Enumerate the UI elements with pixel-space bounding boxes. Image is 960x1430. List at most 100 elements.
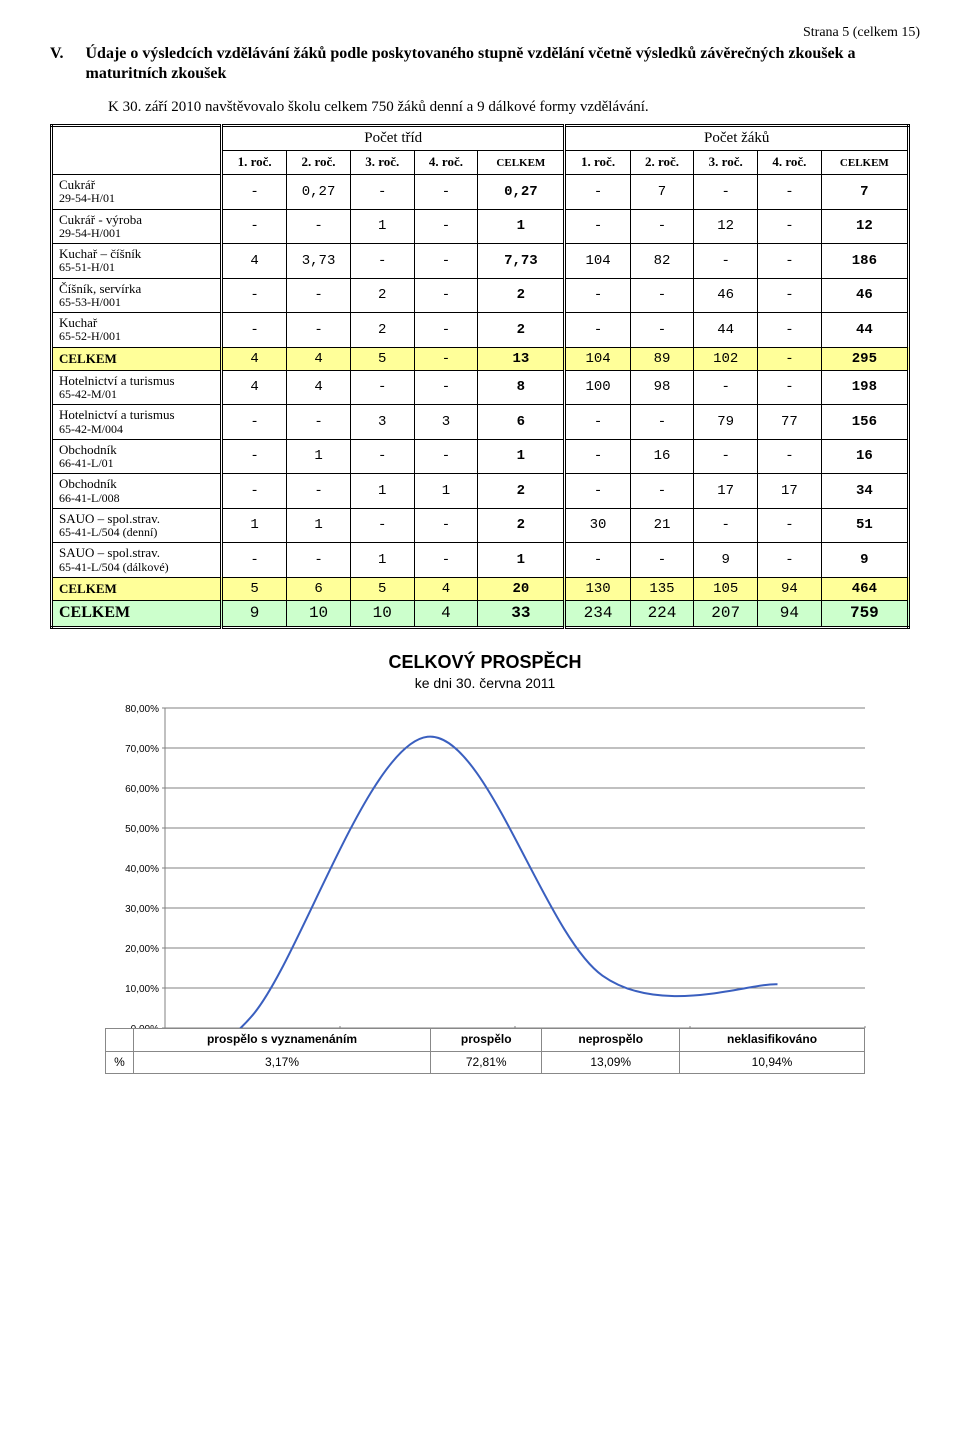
cell: -: [287, 209, 351, 243]
cell: 135: [630, 577, 694, 600]
cell: -: [758, 175, 822, 209]
svg-text:60,00%: 60,00%: [125, 784, 159, 795]
cell: 10: [350, 600, 414, 627]
cell: 207: [694, 600, 758, 627]
cell: 9: [222, 600, 287, 627]
cell: 8: [478, 370, 565, 404]
cell: 4: [287, 347, 351, 370]
cell: 98: [630, 370, 694, 404]
cell: 7: [630, 175, 694, 209]
series-label: %: [106, 1051, 134, 1074]
intro-line: K 30. září 2010 navštěvovalo školu celke…: [108, 98, 920, 118]
cell: 9: [694, 543, 758, 577]
table-row: Číšník, servírka65-53-H/001--2-2--46-46: [52, 278, 909, 312]
cell: 4: [414, 600, 478, 627]
table-row: Cukrář - výroba29-54-H/001--1-1--12-12: [52, 209, 909, 243]
cell: -: [565, 175, 630, 209]
cell: 5: [350, 347, 414, 370]
row-label: CELKEM: [52, 600, 222, 627]
row-label: Obchodník66-41-L/01: [52, 439, 222, 473]
table-row: CELKEM56542013013510594464: [52, 577, 909, 600]
cell: -: [758, 439, 822, 473]
prospech-chart: 0,00%10,00%20,00%30,00%40,00%50,00%60,00…: [105, 698, 875, 1028]
table-row: CELKEM445-1310489102-295: [52, 347, 909, 370]
cell: -: [758, 370, 822, 404]
col-h: 4. roč.: [414, 151, 478, 175]
col-h: CELKEM: [821, 151, 908, 175]
table-row: CELKEM9101043323422420794759: [52, 600, 909, 627]
cell: 6: [478, 405, 565, 439]
col-h: 1. roč.: [565, 151, 630, 175]
cell: 2: [350, 313, 414, 347]
cell: 6: [287, 577, 351, 600]
cell: 2: [350, 278, 414, 312]
cell: -: [694, 370, 758, 404]
cell: 9: [821, 543, 908, 577]
row-label: Kuchař – číšník65-51-H/01: [52, 244, 222, 278]
cell: 3: [414, 405, 478, 439]
cell: 1: [350, 543, 414, 577]
cell: -: [758, 543, 822, 577]
col-h: 3. roč.: [694, 151, 758, 175]
cell: -: [222, 474, 287, 508]
chart-category-table: prospělo s vyznamenáním prospělo neprosp…: [105, 1028, 865, 1074]
cell: 82: [630, 244, 694, 278]
svg-text:0,00%: 0,00%: [131, 1024, 159, 1028]
table-row: Hotelnictví a turismus65-42-M/0144--8100…: [52, 370, 909, 404]
cell: -: [694, 508, 758, 542]
cell: 1: [287, 508, 351, 542]
legend-blank: [106, 1029, 134, 1052]
cell: 2: [478, 278, 565, 312]
cell: -: [414, 543, 478, 577]
cell: -: [758, 347, 822, 370]
cell: 94: [758, 600, 822, 627]
cell: 186: [821, 244, 908, 278]
cell: -: [287, 543, 351, 577]
svg-text:70,00%: 70,00%: [125, 744, 159, 755]
row-label: SAUO – spol.strav.65-41-L/504 (dálkové): [52, 543, 222, 577]
cell: 16: [630, 439, 694, 473]
col-h: 4. roč.: [758, 151, 822, 175]
cell: 94: [758, 577, 822, 600]
val: 10,94%: [680, 1051, 865, 1074]
cell: 89: [630, 347, 694, 370]
cell: 13: [478, 347, 565, 370]
cell: -: [222, 405, 287, 439]
cell: -: [414, 313, 478, 347]
cell: -: [565, 313, 630, 347]
cell: 759: [821, 600, 908, 627]
cell: 46: [694, 278, 758, 312]
cell: 156: [821, 405, 908, 439]
cell: -: [414, 370, 478, 404]
cell: -: [758, 508, 822, 542]
cell: -: [350, 244, 414, 278]
section-number: V.: [50, 44, 64, 65]
row-label: CELKEM: [52, 347, 222, 370]
cat-h: prospělo: [431, 1029, 542, 1052]
cell: -: [565, 209, 630, 243]
cell: -: [630, 405, 694, 439]
cell: -: [565, 405, 630, 439]
cell: -: [565, 543, 630, 577]
table-row: Obchodník66-41-L/008--112--171734: [52, 474, 909, 508]
row-label: Hotelnictví a turismus65-42-M/01: [52, 370, 222, 404]
cell: -: [414, 347, 478, 370]
chart-title: CELKOVÝ PROSPĚCH: [50, 651, 920, 674]
cell: -: [350, 508, 414, 542]
cell: 30: [565, 508, 630, 542]
cell: 77: [758, 405, 822, 439]
row-label: CELKEM: [52, 577, 222, 600]
table-row: Cukrář29-54-H/01-0,27--0,27-7--7: [52, 175, 909, 209]
cell: 1: [350, 474, 414, 508]
cell: 3: [350, 405, 414, 439]
cell: 464: [821, 577, 908, 600]
cell: 12: [821, 209, 908, 243]
results-table: Počet tříd Počet žáků 1. roč. 2. roč. 3.…: [50, 124, 910, 629]
cell: -: [565, 474, 630, 508]
svg-text:30,00%: 30,00%: [125, 904, 159, 915]
cell: 7: [821, 175, 908, 209]
cell: -: [694, 175, 758, 209]
cell: 46: [821, 278, 908, 312]
cell: -: [414, 508, 478, 542]
cell: -: [694, 244, 758, 278]
